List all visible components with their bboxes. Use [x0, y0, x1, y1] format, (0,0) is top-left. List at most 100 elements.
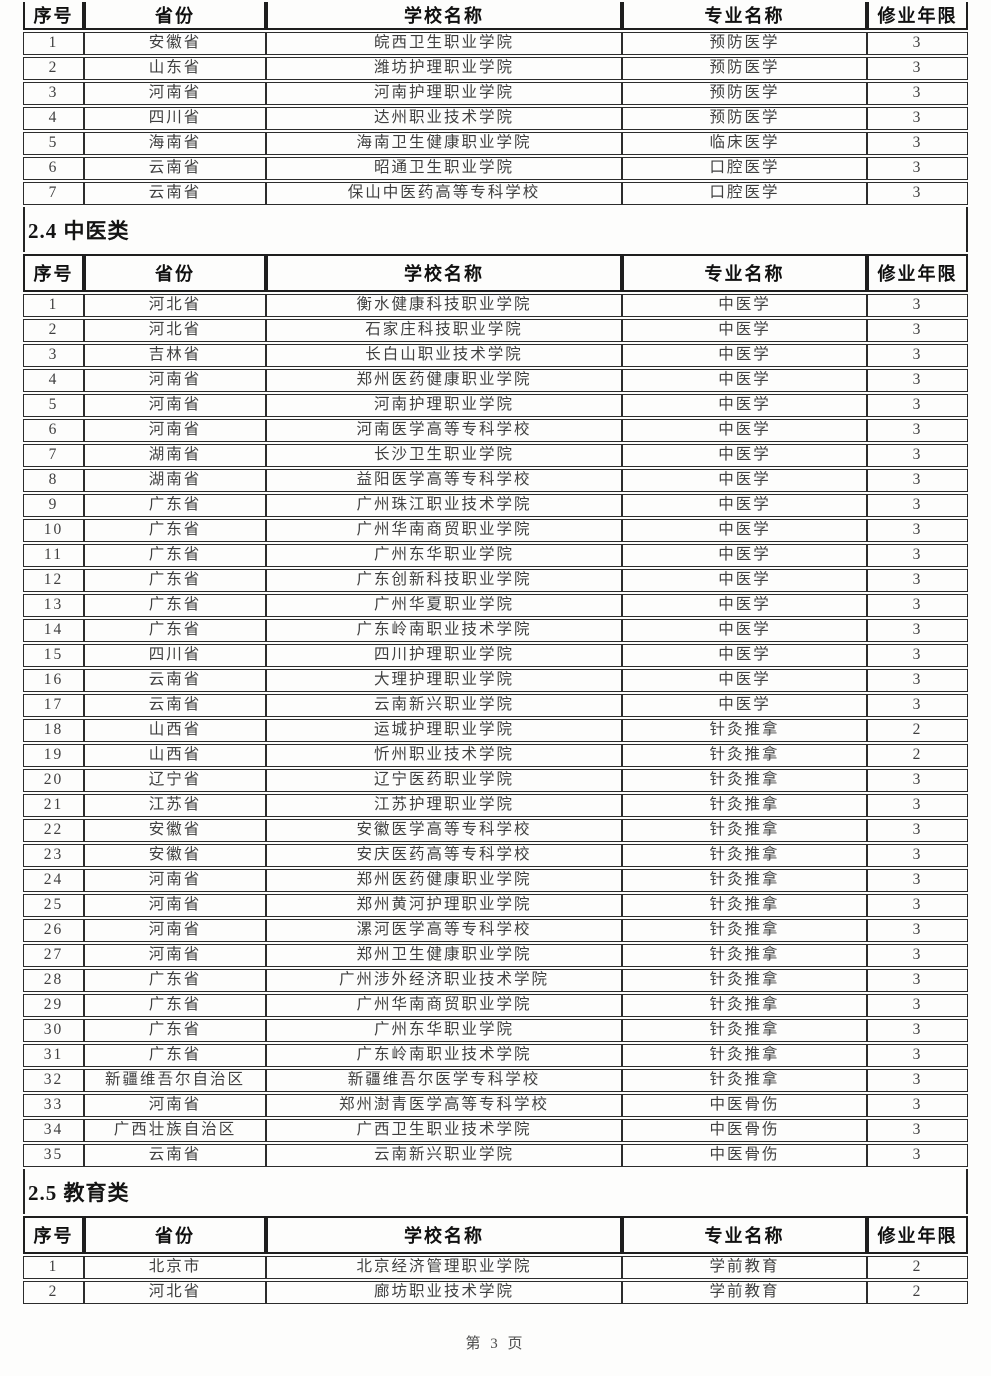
cell-index: 14: [23, 619, 85, 642]
cell-province: 云南省: [84, 182, 267, 205]
cell-province: 湖南省: [84, 444, 267, 467]
header-row: 序号 省份 学校名称 专业名称 修业年限: [23, 1216, 968, 1254]
table-row: 6 云南省 昭通卫生职业学院 口腔医学 3: [23, 157, 968, 180]
cell-major: 预防医学: [622, 32, 868, 55]
cell-index: 3: [23, 82, 85, 105]
cell-province: 河北省: [84, 319, 267, 342]
cell-school: 皖西卫生职业学院: [266, 32, 623, 55]
cell-province: 广东省: [84, 1044, 267, 1067]
cell-school: 北京经济管理职业学院: [266, 1256, 623, 1279]
document: 序号 省份 学校名称 专业名称 修业年限 1 安徽省 皖西卫生职业学院 预防医学 3 2 山东省 潍坊护…: [23, 0, 968, 1306]
cell-province: 河南省: [84, 394, 267, 417]
cell-duration: 3: [867, 1119, 968, 1142]
table-row: 18 山西省 运城护理职业学院 针灸推拿 2: [23, 719, 968, 742]
cell-school: 云南新兴职业学院: [266, 694, 623, 717]
cell-duration: 3: [867, 919, 968, 942]
cell-major: 中医学: [622, 294, 868, 317]
cell-index: 4: [23, 369, 85, 392]
cell-duration: 3: [867, 544, 968, 567]
cell-duration: 3: [867, 469, 968, 492]
cell-province: 新疆维吾尔自治区: [84, 1069, 267, 1092]
cell-major: 中医学: [622, 669, 868, 692]
cell-school: 云南新兴职业学院: [266, 1144, 623, 1167]
cell-school: 广州华夏职业学院: [266, 594, 623, 617]
cell-index: 19: [23, 744, 85, 767]
cell-duration: 3: [867, 32, 968, 55]
cell-major: 中医学: [622, 694, 868, 717]
cell-duration: 3: [867, 369, 968, 392]
table-row: 5 河南省 河南护理职业学院 中医学 3: [23, 394, 968, 417]
cell-major: 中医骨伤: [622, 1119, 868, 1142]
cell-index: 1: [23, 32, 85, 55]
cell-province: 云南省: [84, 694, 267, 717]
table-row: 4 河南省 郑州医药健康职业学院 中医学 3: [23, 369, 968, 392]
cell-duration: 3: [867, 969, 968, 992]
cell-major: 中医学: [622, 394, 868, 417]
cell-duration: 3: [867, 319, 968, 342]
cell-index: 17: [23, 694, 85, 717]
cell-major: 针灸推拿: [622, 819, 868, 842]
cell-province: 广东省: [84, 519, 267, 542]
table-row: 4 四川省 达州职业技术学院 预防医学 3: [23, 107, 968, 130]
table-row: 34 广西壮族自治区 广西卫生职业技术学院 中医骨伤 3: [23, 1119, 968, 1142]
column-header: 修业年限: [867, 1216, 968, 1254]
cell-school: 新疆维吾尔医学专科学校: [266, 1069, 623, 1092]
cell-index: 1: [23, 294, 85, 317]
cell-duration: 3: [867, 1044, 968, 1067]
cell-index: 34: [23, 1119, 85, 1142]
cell-school: 广州东华职业学院: [266, 544, 623, 567]
cell-index: 28: [23, 969, 85, 992]
cell-index: 2: [23, 1281, 85, 1304]
cell-province: 云南省: [84, 669, 267, 692]
cell-duration: 3: [867, 294, 968, 317]
roster-table: 序号 省份 学校名称 专业名称 修业年限 1 河北省 衡水健康科技职业学院 中医学 3 2 河北省 石家…: [23, 252, 968, 1169]
cell-province: 河南省: [84, 944, 267, 967]
cell-duration: 3: [867, 669, 968, 692]
cell-major: 预防医学: [622, 82, 868, 105]
cell-province: 安徽省: [84, 819, 267, 842]
table-row: 21 江苏省 江苏护理职业学院 针灸推拿 3: [23, 794, 968, 817]
cell-major: 针灸推拿: [622, 844, 868, 867]
cell-major: 中医学: [622, 319, 868, 342]
cell-duration: 3: [867, 619, 968, 642]
table-row: 30 广东省 广州东华职业学院 针灸推拿 3: [23, 1019, 968, 1042]
cell-school: 辽宁医药职业学院: [266, 769, 623, 792]
cell-major: 预防医学: [622, 107, 868, 130]
column-header: 学校名称: [266, 254, 623, 292]
section-heading: 2.4 中医类: [23, 207, 968, 252]
table-row: 13 广东省 广州华夏职业学院 中医学 3: [23, 594, 968, 617]
table-row: 10 广东省 广州华南商贸职业学院 中医学 3: [23, 519, 968, 542]
cell-index: 15: [23, 644, 85, 667]
cell-major: 临床医学: [622, 132, 868, 155]
cell-duration: 3: [867, 1144, 968, 1167]
cell-school: 大理护理职业学院: [266, 669, 623, 692]
roster-table: 序号 省份 学校名称 专业名称 修业年限 1 北京市 北京经济管理职业学院 学前教育 2 2 河北省廊…: [23, 1214, 968, 1306]
cell-school: 郑州医药健康职业学院: [266, 369, 623, 392]
cell-school: 广东岭南职业技术学院: [266, 1044, 623, 1067]
cell-index: 27: [23, 944, 85, 967]
cell-province: 广东省: [84, 969, 267, 992]
table-row: 32 新疆维吾尔自治区 新疆维吾尔医学专科学校 针灸推拿 3: [23, 1069, 968, 1092]
cell-major: 预防医学: [622, 57, 868, 80]
cell-major: 口腔医学: [622, 157, 868, 180]
cell-index: 26: [23, 919, 85, 942]
cell-province: 河南省: [84, 919, 267, 942]
cell-duration: 3: [867, 344, 968, 367]
cell-province: 山西省: [84, 744, 267, 767]
cell-province: 湖南省: [84, 469, 267, 492]
cell-school: 忻州职业技术学院: [266, 744, 623, 767]
cell-major: 针灸推拿: [622, 794, 868, 817]
cell-major: 中医学: [622, 419, 868, 442]
cell-major: 中医学: [622, 569, 868, 592]
cell-province: 辽宁省: [84, 769, 267, 792]
column-header: 修业年限: [867, 2, 968, 30]
cell-index: 11: [23, 544, 85, 567]
cell-duration: 3: [867, 394, 968, 417]
header-row: 序号 省份 学校名称 专业名称 修业年限: [23, 2, 968, 30]
cell-school: 河南护理职业学院: [266, 394, 623, 417]
table-row: 29 广东省 广州华南商贸职业学院 针灸推拿 3: [23, 994, 968, 1017]
table-row: 24 河南省 郑州医药健康职业学院 针灸推拿 3: [23, 869, 968, 892]
cell-school: 广西卫生职业技术学院: [266, 1119, 623, 1142]
cell-major: 中医学: [622, 644, 868, 667]
